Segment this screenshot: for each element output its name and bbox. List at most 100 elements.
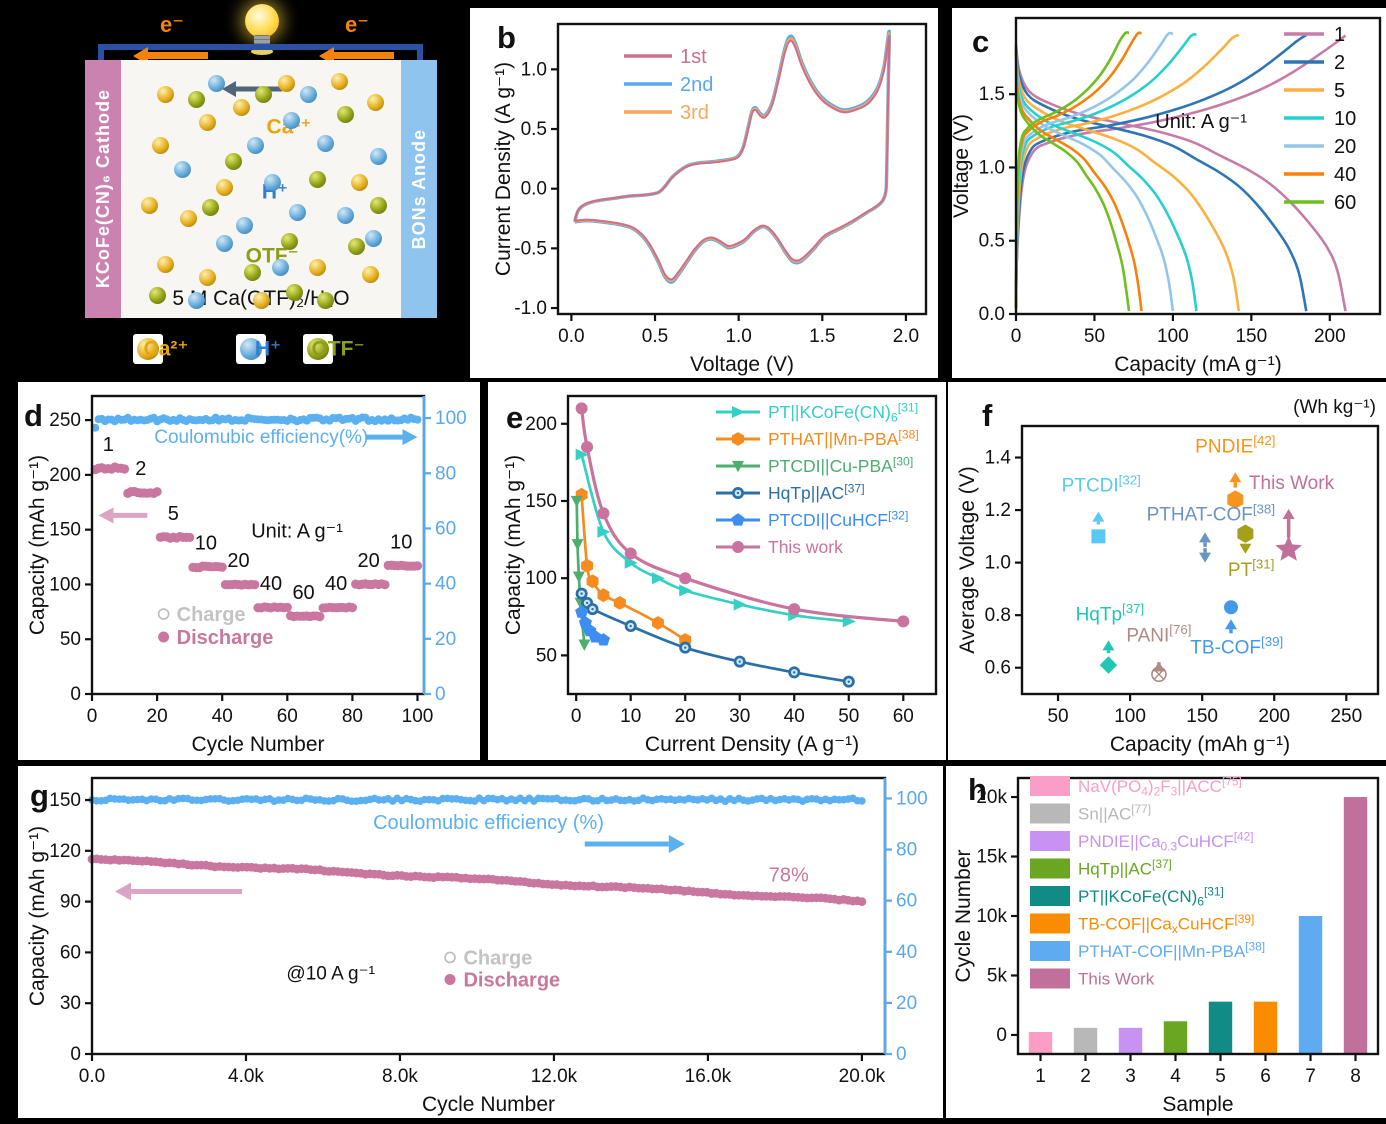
svg-text:1.2: 1.2 (985, 500, 1011, 521)
axes: 1 2 3 4 5 6 7 8 0 5k 10k 15k 20k Sample Cycle Number (952, 776, 1380, 1116)
svg-text:1.0: 1.0 (979, 157, 1005, 178)
ca-ion-ball (361, 266, 379, 284)
h-ion-ball (370, 147, 388, 165)
svg-text:150: 150 (1186, 706, 1218, 727)
svg-text:0.0: 0.0 (979, 304, 1005, 325)
svg-text:150: 150 (525, 491, 557, 512)
h-ion-ball (235, 217, 253, 235)
svg-text:TB-COF||CaxCuHCF[39]: TB-COF||CaxCuHCF[39] (1078, 912, 1254, 936)
svg-text:1.0: 1.0 (725, 326, 751, 347)
axes: 0 10 20 30 40 50 60 50 100 150 200 Current Density … (502, 394, 938, 756)
svg-text:Capacity (mAh g⁻¹): Capacity (mAh g⁻¹) (26, 455, 49, 635)
gcd-curves (1014, 31, 1347, 312)
panel-letter-b: b (497, 20, 516, 55)
legend-label-ca: Ca²⁺ (143, 337, 189, 361)
otf-ion-ball (286, 284, 304, 302)
svg-text:Coulomubic efficiency (%): Coulomubic efficiency (%) (373, 812, 604, 834)
svg-text:6: 6 (1260, 1066, 1271, 1087)
h-ion-ball (336, 207, 354, 225)
axes: 0 20 40 60 80 100 0 50 100 150 200 250 Cycle Number C… (26, 394, 433, 756)
ragone-points: PTCDI[32] PNDIE[42] PTHAT-COF[38] PT[31] Thi… (1062, 433, 1335, 683)
svg-text:2: 2 (1080, 1066, 1091, 1087)
svg-text:100: 100 (525, 568, 557, 589)
svg-text:60: 60 (1334, 192, 1356, 214)
light-bulb-icon (241, 4, 283, 60)
svg-text:1: 1 (1334, 24, 1345, 46)
comparison-series (570, 402, 910, 688)
svg-text:120: 120 (49, 841, 81, 862)
svg-text:0: 0 (435, 684, 446, 705)
comparison-legend: PT||KCoFe(CN)6[31] PTHAT||Mn-PBA[38] PTCDI… (716, 400, 919, 557)
h-ion-ball (247, 137, 264, 155)
svg-text:Voltage (V): Voltage (V) (690, 353, 794, 376)
svg-text:100: 100 (1157, 326, 1189, 347)
svg-text:This Work: This Work (1078, 970, 1155, 989)
svg-text:Cycle Number: Cycle Number (191, 733, 324, 756)
svg-text:0: 0 (1011, 326, 1022, 347)
panel-h-bar-chart: 1 2 3 4 5 6 7 8 0 5k 10k 15k 20k Sample Cycle Number Na… (946, 766, 1386, 1118)
svg-text:Charge: Charge (463, 947, 532, 969)
svg-text:50: 50 (536, 645, 557, 666)
panel-letter-d: d (24, 398, 43, 433)
svg-text:0: 0 (70, 1044, 81, 1065)
panel-letter-h: h (968, 772, 987, 807)
legend-label-otf: OTF⁻ (311, 337, 365, 361)
cycling-discharge (87, 854, 867, 907)
otf-ion-ball (255, 85, 273, 103)
svg-text:2nd: 2nd (680, 74, 713, 96)
panel-g-cycling-chart: 0.0 4.0k 8.0k 12.0k 16.0k 20.0k0306090120150C… (18, 766, 943, 1118)
panel-letter-f: f (982, 398, 993, 433)
svg-text:5: 5 (1215, 1066, 1226, 1087)
cv-legend: 1st 2nd 3rd (624, 46, 713, 124)
svg-text:PTHAT-COF||Mn-PBA[38]: PTHAT-COF||Mn-PBA[38] (1078, 940, 1265, 961)
svg-text:-0.5: -0.5 (514, 238, 547, 259)
svg-text:5: 5 (168, 503, 179, 525)
electrolyte-region: Ca²⁺ H⁺ OTF⁻ 5 M Ca(OTF)₂/H₂O (121, 60, 401, 318)
svg-text:200: 200 (1314, 326, 1346, 347)
circuit-wire-left (98, 44, 104, 62)
ca-ion-ball (199, 268, 217, 286)
svg-text:Unit: A g⁻¹: Unit: A g⁻¹ (1155, 111, 1247, 133)
bars (1028, 797, 1368, 1054)
svg-text:0.0: 0.0 (558, 326, 584, 347)
svg-text:50: 50 (1084, 326, 1105, 347)
bulb-glow (251, 48, 273, 55)
otf-ion-ball (347, 238, 365, 256)
svg-text:1.5: 1.5 (809, 326, 835, 347)
svg-text:1st: 1st (680, 46, 707, 68)
svg-text:20.0k: 20.0k (839, 1066, 886, 1087)
legend-label-h: H⁺ (254, 337, 282, 361)
svg-text:50: 50 (838, 706, 859, 727)
svg-text:30: 30 (60, 993, 81, 1014)
anode-label: BONs Anode (408, 128, 429, 250)
h-ion-ball (364, 230, 382, 248)
electron-flow-arrow-left (133, 46, 208, 65)
svg-text:Cycle Number: Cycle Number (952, 849, 975, 982)
ion-migration-arrow (222, 80, 283, 97)
svg-text:250: 250 (49, 410, 81, 431)
panel-letter-g: g (30, 778, 49, 813)
panel-letter-e: e (506, 400, 524, 435)
svg-text:100: 100 (435, 408, 467, 429)
svg-text:20: 20 (1334, 136, 1356, 158)
svg-text:10: 10 (390, 532, 412, 554)
svg-text:150: 150 (1235, 326, 1267, 347)
ca-ion-ball (252, 292, 270, 310)
ca-ion-ball (157, 256, 175, 274)
svg-text:NaV(PO4)2F3||ACC[75]: NaV(PO4)2F3||ACC[75] (1078, 775, 1242, 799)
svg-text:0.5: 0.5 (979, 231, 1005, 252)
svg-text:1.0: 1.0 (985, 553, 1011, 574)
ca-ion-ball (350, 173, 368, 191)
svg-text:4.0k: 4.0k (228, 1066, 264, 1087)
panel-e-comparison-chart: 0 10 20 30 40 50 60 50 100 150 200 Current Density … (488, 382, 946, 760)
svg-text:TB-COF[39]: TB-COF[39] (1190, 634, 1283, 658)
h-ion-ball (216, 235, 234, 253)
right-axis: 0 20 40 60 80 100 (883, 778, 928, 1065)
bar-legend: NaV(PO4)2F3||ACC[75] Sn||AC[77] PNDIE||Ca0… (1030, 775, 1265, 989)
otf-ion-ball (280, 232, 298, 250)
svg-text:Current Density (A g⁻¹): Current Density (A g⁻¹) (492, 62, 515, 276)
svg-text:250: 250 (1330, 706, 1362, 727)
ca-ion-ball (367, 93, 385, 111)
